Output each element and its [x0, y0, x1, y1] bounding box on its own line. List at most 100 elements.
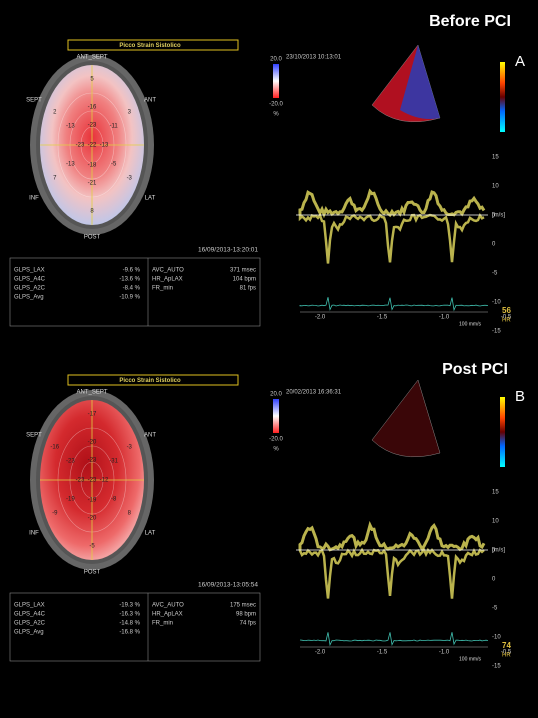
segment-value: 2 — [53, 110, 57, 116]
unit-label: [m/s] — [492, 213, 505, 219]
metric-name: GLPS_A2C — [14, 621, 46, 627]
header-bar — [67, 374, 239, 386]
segment-value: 5 — [90, 77, 94, 83]
y-tick-label: 0 — [492, 242, 496, 248]
y-tick-label: -5 — [492, 606, 498, 612]
x-tick-label: -1.0 — [439, 650, 450, 656]
y-tick-label: -15 — [492, 329, 501, 335]
metric-name: AVC_AUTO — [152, 268, 184, 274]
metric-name: GLPS_Avg — [14, 295, 44, 301]
segment-value: -20 — [88, 440, 97, 446]
metric-name: GLPS_Avg — [14, 630, 44, 636]
y-tick-label: 15 — [492, 155, 499, 161]
sweep-speed: 100 mm/s — [459, 321, 481, 327]
wall-label: ANT_SEPT — [76, 390, 107, 396]
segment-value: -5 — [89, 544, 95, 550]
segment-value: -13 — [66, 124, 75, 130]
segment-value: -23 — [88, 478, 97, 484]
hr-label: HR — [502, 653, 511, 659]
sweep-speed: 100 mm/s — [459, 656, 481, 662]
scale-unit: % — [273, 447, 279, 453]
wall-label: SEPT — [26, 98, 42, 104]
segment-value: -19 — [66, 497, 75, 503]
scale-min: -20.0 — [269, 437, 283, 443]
wall-label: ANT — [144, 433, 156, 439]
velocity-scale — [500, 397, 505, 467]
metric-value: 81 fps — [240, 286, 256, 292]
segment-value: -13 — [100, 143, 109, 149]
header-text: Picco Strain Sistolico — [119, 43, 181, 49]
unit-label: [m/s] — [492, 548, 505, 554]
header-bar — [67, 39, 239, 51]
panel-letter: B — [515, 388, 525, 405]
wall-label: INF — [29, 531, 39, 537]
metric-value: -14.8 % — [119, 621, 140, 627]
metric-value: 104 bpm — [233, 277, 256, 283]
y-tick-label: -10 — [492, 635, 501, 641]
metric-value: -10.9 % — [119, 295, 140, 301]
wall-label: POST — [84, 570, 101, 576]
y-tick-label: -15 — [492, 664, 501, 670]
metric-value: 74 fps — [240, 621, 256, 627]
velocity-scale — [500, 62, 505, 132]
metric-value: -16.3 % — [119, 612, 140, 618]
segment-value: -3 — [127, 445, 133, 451]
metric-name: GLPS_A4C — [14, 277, 46, 283]
metric-value: -19.3 % — [119, 603, 140, 609]
color-scale — [273, 399, 279, 433]
y-tick-label: 0 — [492, 577, 496, 583]
segment-value: -23 — [76, 478, 85, 484]
panel-title: Post PCI — [442, 361, 508, 378]
wall-label: ANT — [144, 98, 156, 104]
x-tick-label: -1.5 — [377, 650, 388, 656]
segment-value: -16 — [88, 105, 97, 111]
scale-min: -20.0 — [269, 102, 283, 108]
y-tick-label: 15 — [492, 490, 499, 496]
metric-value: -13.6 % — [119, 277, 140, 283]
scale-max: 20.0 — [270, 392, 282, 398]
segment-value: -20 — [88, 516, 97, 522]
y-tick-label: 5 — [492, 548, 496, 554]
x-tick-label: -1.5 — [377, 315, 388, 321]
hr-value: 56 — [502, 306, 511, 315]
segment-value: -23 — [88, 458, 97, 464]
wall-label: LAT — [145, 196, 156, 202]
panel-letter: A — [515, 53, 525, 70]
segment-value: -22 — [88, 143, 97, 149]
metric-name: FR_min — [152, 621, 173, 627]
y-tick-label: -5 — [492, 271, 498, 277]
metric-name: AVC_AUTO — [152, 603, 184, 609]
segment-value: -21 — [88, 181, 97, 187]
segment-value: -23 — [76, 143, 85, 149]
segment-value: -23 — [88, 123, 97, 129]
segment-value: -8 — [111, 497, 117, 503]
ecg — [299, 632, 489, 647]
ecg — [299, 297, 489, 312]
acquired: 23/10/2013 10:13:01 — [286, 55, 342, 61]
y-tick-label: 10 — [492, 184, 499, 190]
metric-value: 98 bpm — [236, 612, 256, 618]
doppler-down — [298, 212, 485, 264]
echo-sector — [371, 379, 441, 458]
panel: Post PCI B Picco Strain Sistolico ANT_SEPT A… — [9, 361, 525, 670]
y-tick-label: 10 — [492, 519, 499, 525]
segment-value: 3 — [128, 110, 132, 116]
metric-name: GLPS_LAX — [14, 268, 45, 274]
hr-value: 74 — [502, 641, 511, 650]
x-tick-label: -0.5 — [501, 650, 512, 656]
segment-value: 7 — [53, 176, 57, 182]
y-tick-label: 5 — [492, 213, 496, 219]
table-timestamp: 16/09/2013-13:20:01 — [198, 247, 258, 254]
metric-name: FR_min — [152, 286, 173, 292]
panel: Before PCI A Picco Strain Sistolico ANT_SEP… — [9, 13, 525, 335]
segment-value: -23 — [66, 459, 75, 465]
segment-value: -31 — [109, 459, 118, 465]
doppler-up — [298, 520, 486, 552]
scale-max: 20.0 — [270, 57, 282, 63]
segment-value: -16 — [50, 445, 59, 451]
segment-value: -17 — [88, 412, 97, 418]
metric-name: GLPS_A4C — [14, 612, 46, 618]
metric-name: GLPS_A2C — [14, 286, 46, 292]
wall-label: SEPT — [26, 433, 42, 439]
